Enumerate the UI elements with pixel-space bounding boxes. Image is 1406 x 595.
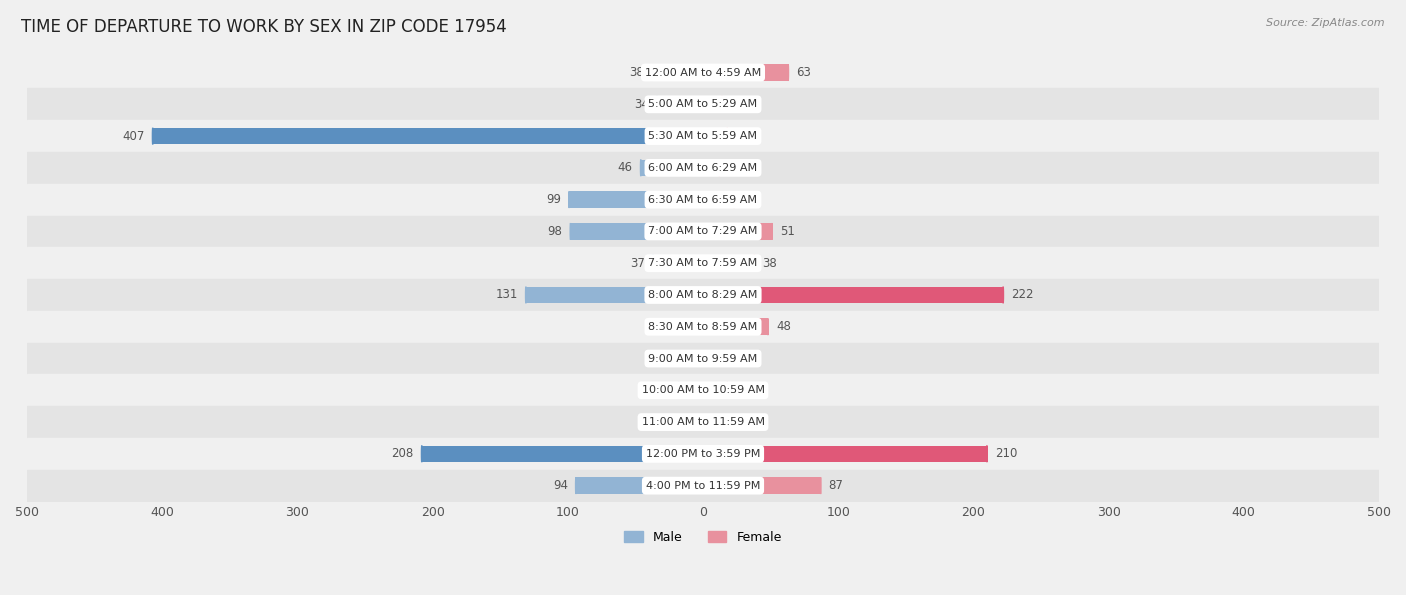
Text: 14: 14 [730, 98, 745, 111]
Text: 12:00 AM to 4:59 AM: 12:00 AM to 4:59 AM [645, 68, 761, 77]
Text: 8:00 AM to 8:29 AM: 8:00 AM to 8:29 AM [648, 290, 758, 300]
Bar [703, 64, 789, 81]
Text: 407: 407 [122, 130, 145, 143]
Bar [703, 477, 821, 494]
Text: 18: 18 [655, 384, 671, 397]
Bar [27, 120, 1379, 152]
Bar [657, 96, 703, 112]
Text: 12: 12 [727, 161, 742, 174]
Bar [703, 96, 721, 112]
Bar [27, 215, 1379, 248]
Text: 87: 87 [828, 479, 844, 492]
Text: 4:00 PM to 11:59 PM: 4:00 PM to 11:59 PM [645, 481, 761, 491]
Bar [27, 184, 1379, 215]
Bar [27, 248, 1379, 279]
Text: 8:30 AM to 8:59 AM: 8:30 AM to 8:59 AM [648, 322, 758, 332]
Text: 0: 0 [688, 415, 695, 428]
Text: 5:00 AM to 5:29 AM: 5:00 AM to 5:29 AM [648, 99, 758, 109]
Bar [27, 406, 1379, 438]
Text: 5:30 AM to 5:59 AM: 5:30 AM to 5:59 AM [648, 131, 758, 141]
Text: 12:00 PM to 3:59 PM: 12:00 PM to 3:59 PM [645, 449, 761, 459]
Text: 6:00 AM to 6:29 AM: 6:00 AM to 6:29 AM [648, 163, 758, 173]
Bar [526, 287, 703, 303]
Text: 0: 0 [711, 415, 718, 428]
Bar [422, 446, 703, 462]
Text: TIME OF DEPARTURE TO WORK BY SEX IN ZIP CODE 17954: TIME OF DEPARTURE TO WORK BY SEX IN ZIP … [21, 18, 506, 36]
Text: 210: 210 [995, 447, 1018, 461]
Text: 222: 222 [1011, 289, 1033, 302]
Bar [153, 128, 703, 145]
Text: 11:00 AM to 11:59 AM: 11:00 AM to 11:59 AM [641, 417, 765, 427]
Text: 10:00 AM to 10:59 AM: 10:00 AM to 10:59 AM [641, 386, 765, 395]
Bar [651, 64, 703, 81]
Text: 94: 94 [553, 479, 568, 492]
Bar [703, 318, 768, 335]
Text: 98: 98 [547, 225, 562, 238]
Bar [27, 279, 1379, 311]
Legend: Male, Female: Male, Female [619, 525, 787, 549]
Text: 23: 23 [742, 193, 756, 206]
Text: 208: 208 [391, 447, 413, 461]
Bar [703, 382, 727, 399]
Bar [27, 374, 1379, 406]
Bar [703, 223, 772, 240]
Text: 9:00 AM to 9:59 AM: 9:00 AM to 9:59 AM [648, 353, 758, 364]
Text: 46: 46 [617, 161, 633, 174]
Bar [703, 159, 720, 176]
Bar [27, 57, 1379, 89]
Text: Source: ZipAtlas.com: Source: ZipAtlas.com [1267, 18, 1385, 28]
Bar [27, 469, 1379, 502]
Text: 38: 38 [628, 66, 644, 79]
Bar [703, 128, 727, 145]
Bar [703, 446, 987, 462]
Bar [641, 159, 703, 176]
Bar [27, 438, 1379, 469]
Bar [27, 152, 1379, 184]
Bar [652, 255, 703, 271]
Bar [569, 192, 703, 208]
Bar [679, 382, 703, 399]
Text: 1: 1 [713, 352, 720, 365]
Text: 6:30 AM to 6:59 AM: 6:30 AM to 6:59 AM [648, 195, 758, 205]
Bar [27, 311, 1379, 343]
Text: 51: 51 [780, 225, 794, 238]
Text: 131: 131 [495, 289, 517, 302]
Text: 7:00 AM to 7:29 AM: 7:00 AM to 7:29 AM [648, 227, 758, 236]
Text: 0: 0 [688, 320, 695, 333]
Text: 34: 34 [634, 98, 650, 111]
Bar [27, 89, 1379, 120]
Text: 18: 18 [735, 130, 751, 143]
Text: 18: 18 [735, 384, 751, 397]
Text: 0: 0 [688, 352, 695, 365]
Bar [703, 255, 755, 271]
Text: 7:30 AM to 7:59 AM: 7:30 AM to 7:59 AM [648, 258, 758, 268]
Bar [27, 343, 1379, 374]
Text: 48: 48 [776, 320, 792, 333]
Bar [703, 192, 734, 208]
Text: 63: 63 [796, 66, 811, 79]
Bar [571, 223, 703, 240]
Text: 99: 99 [546, 193, 561, 206]
Bar [576, 477, 703, 494]
Text: 37: 37 [630, 256, 645, 270]
Bar [703, 287, 1002, 303]
Text: 38: 38 [762, 256, 778, 270]
